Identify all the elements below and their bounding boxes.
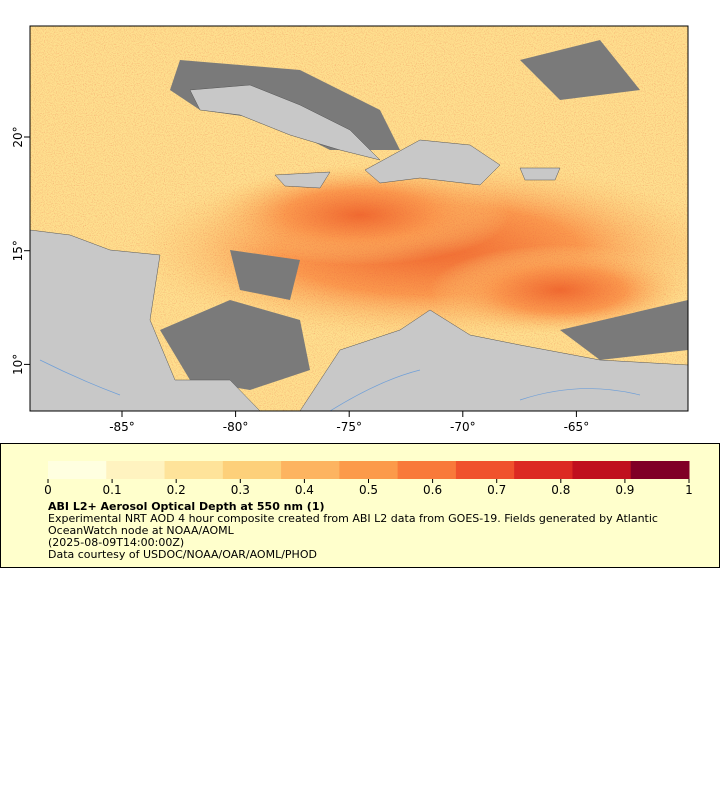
colorbar-swatch bbox=[397, 461, 457, 479]
colorbar-tick-label: 0.2 bbox=[167, 483, 186, 497]
colorbar-swatch bbox=[106, 461, 166, 479]
time: (2025-08-09T14:00:00Z) bbox=[48, 536, 185, 549]
colorbar-tick-label: 0.9 bbox=[615, 483, 634, 497]
credit: Data courtesy of USDOC/NOAA/OAR/AOML/PHO… bbox=[48, 548, 317, 561]
rivers bbox=[39, 359, 641, 411]
x-tick-label: -70° bbox=[450, 420, 476, 434]
colorbar-swatch bbox=[164, 461, 224, 479]
colorbar-swatch bbox=[48, 461, 107, 479]
land bbox=[30, 84, 688, 411]
colorbar-tick-label: 1 bbox=[685, 483, 693, 497]
x-tick-label: -75° bbox=[336, 420, 362, 434]
colorbar-tick-label: 0.7 bbox=[487, 483, 506, 497]
colorbar-tick-label: 0 bbox=[44, 483, 52, 497]
colorbar-swatch bbox=[572, 461, 632, 479]
colorbar-swatch bbox=[281, 461, 340, 479]
colorbar-tick-label: 0.3 bbox=[231, 483, 250, 497]
y-tick-label: 10° bbox=[11, 354, 25, 375]
colorbar-tick-label: 0.1 bbox=[103, 483, 122, 497]
y-tick-label: 15° bbox=[11, 240, 25, 261]
colorbar-swatch bbox=[339, 461, 399, 479]
x-tick-label: -85° bbox=[109, 420, 135, 434]
description: Experimental NRT AOD 4 hour composite cr… bbox=[48, 512, 658, 537]
colorbar-swatch bbox=[630, 461, 690, 479]
colorbar-tick-label: 0.8 bbox=[551, 483, 570, 497]
colorbar-swatch bbox=[455, 461, 515, 479]
map-frame bbox=[29, 25, 689, 412]
x-tick-label: -65° bbox=[564, 420, 590, 434]
map-figure: -85° -80° -75° -70° -65° 20° 15° 10° bbox=[11, 25, 689, 434]
title: ABI L2+ Aerosol Optical Depth at 550 nm … bbox=[48, 500, 325, 513]
colorbar-tick-label: 0.6 bbox=[423, 483, 442, 497]
x-tick-label: -80° bbox=[223, 420, 249, 434]
legend-panel: 0 0.1 0.2 0.3 0.4 0.5 0.6 0.7 0.8 0.9 1 ABI L2+ Ae… bbox=[0, 443, 720, 568]
colorbar-swatch bbox=[514, 461, 573, 479]
colorbar: 0 0.1 0.2 0.3 0.4 0.5 0.6 0.7 0.8 0.9 1 bbox=[44, 461, 693, 497]
y-tick-label: 20° bbox=[11, 126, 25, 147]
map-area bbox=[30, 26, 688, 411]
colorbar-tick-label: 0.5 bbox=[359, 483, 378, 497]
colorbar-tick-label: 0.4 bbox=[295, 483, 314, 497]
colorbar-swatch bbox=[222, 461, 282, 479]
legend-text: ABI L2+ Aerosol Optical Depth at 550 nm … bbox=[48, 501, 688, 561]
